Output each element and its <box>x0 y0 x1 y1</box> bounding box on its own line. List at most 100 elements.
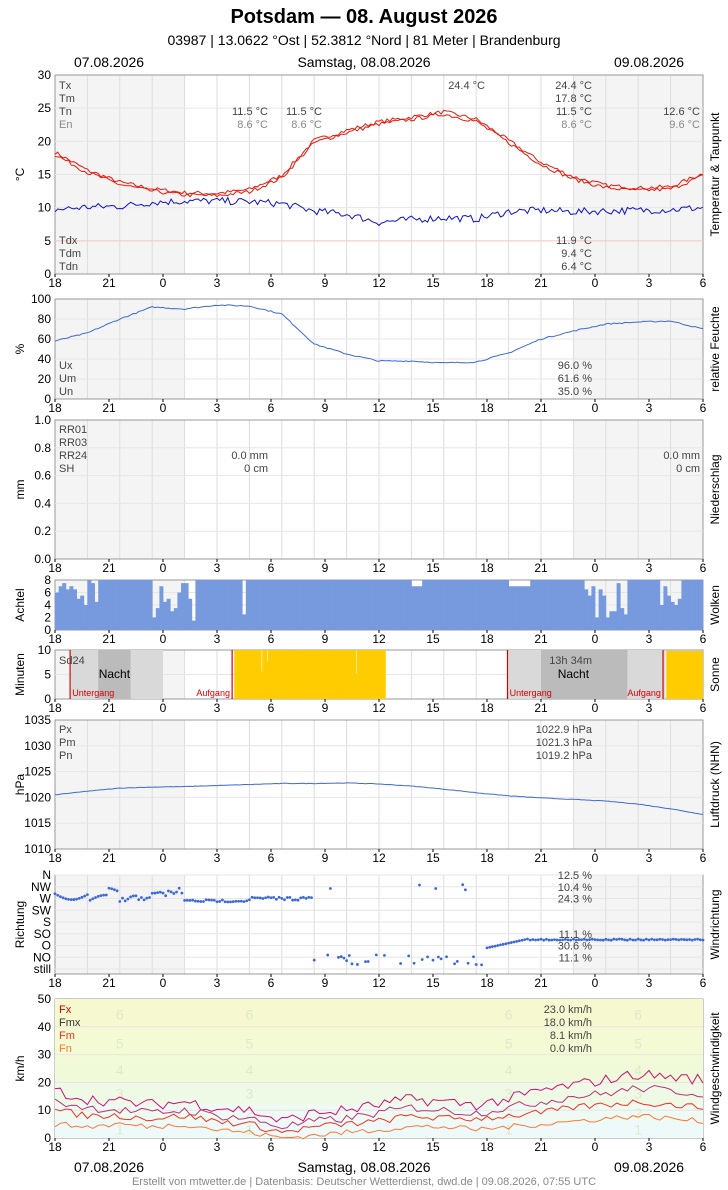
winddir-point <box>156 891 160 894</box>
cloud-bar <box>217 580 221 630</box>
winddir-point <box>199 900 203 903</box>
sun-bar <box>342 650 344 699</box>
humidity-x-tick: 18 <box>48 401 62 415</box>
winddir-point <box>420 958 424 961</box>
dew-legend-tdn: Tdn <box>59 261 78 273</box>
clouds-x-tick: 15 <box>426 632 440 646</box>
winddir-point <box>145 896 149 900</box>
winddir-point <box>563 937 567 941</box>
sun-bar <box>305 650 307 699</box>
winddir-point <box>455 959 459 963</box>
dew-legend-tdm: Tdm <box>59 248 81 260</box>
cloud-bar <box>656 580 661 630</box>
winddir-point <box>272 895 276 899</box>
winddir-point <box>698 938 702 942</box>
cloud-bar <box>80 595 85 630</box>
winddir-point <box>431 958 435 962</box>
sun-bar <box>334 650 336 699</box>
winddir-point <box>496 944 500 947</box>
winddir-point <box>374 953 378 957</box>
day2-tx-value: 24.4 °C <box>555 80 592 92</box>
cloud-bar <box>645 580 650 630</box>
sun-bar <box>244 650 246 699</box>
temperature-y-tick: 30 <box>38 68 52 82</box>
wind_speed-y-tick: 40 <box>38 1020 52 1034</box>
sun-bar <box>310 650 312 699</box>
winddir-point <box>631 938 635 942</box>
sun-x-tick: 3 <box>646 701 653 715</box>
beaufort-label: 2 <box>246 1105 254 1121</box>
cloud-bar <box>188 598 193 630</box>
winddir-point <box>515 939 519 943</box>
winddir-point <box>669 938 672 942</box>
pressure-x-tick: 3 <box>646 851 653 865</box>
beaufort-label: 1 <box>116 1122 124 1138</box>
humidity-x-tick: 3 <box>646 401 653 415</box>
humidity-y-tick: 40 <box>38 352 52 366</box>
wind_speed-y-tick: 0 <box>44 1131 51 1145</box>
winddir-point <box>345 959 348 963</box>
temperature-y-tick: 15 <box>38 168 52 182</box>
night-core-1 <box>98 650 131 699</box>
winddir-point <box>590 937 594 941</box>
winddir-point <box>275 897 278 901</box>
cloud-bar <box>191 620 196 630</box>
cloud-bar <box>206 580 211 630</box>
cloud-bar <box>609 611 614 630</box>
sun-bar <box>259 650 261 699</box>
sun-x-tick: 6 <box>700 701 707 715</box>
cloud-bar <box>631 580 635 630</box>
winddir-point <box>140 896 143 899</box>
cloud-bar <box>368 580 373 630</box>
winddir-point <box>671 937 675 941</box>
sun-bar <box>270 650 272 699</box>
winddir-point <box>682 938 686 941</box>
winddir-point <box>185 898 189 902</box>
night-label-2: Nacht <box>558 667 590 681</box>
clouds-y-tick: 2 <box>44 611 51 625</box>
winddir-tick-still: still <box>34 962 51 976</box>
winddir-point <box>504 942 508 946</box>
sun-bar <box>355 673 357 699</box>
day1-sh-value: 0 cm <box>244 463 268 475</box>
sun-bar <box>332 650 334 699</box>
cloud-bar <box>141 580 146 630</box>
cloud-bar <box>533 580 538 630</box>
sun-bar <box>292 650 294 699</box>
cloud-bar <box>479 580 484 630</box>
precipitation-panel: 18 21 0 3 6 9 12 15 18 21 0 3 6 mm Niederschlag 0.0 0.2 0… <box>13 413 722 575</box>
wind_direction-x-tick: 0 <box>592 976 599 990</box>
winddir-point <box>356 963 359 966</box>
winddir-point <box>172 892 176 895</box>
sun-bar <box>256 650 258 699</box>
winddir-point <box>561 938 564 942</box>
sun-bar <box>243 650 245 699</box>
winddir-point <box>223 900 227 904</box>
sun-bar <box>272 650 274 699</box>
sun-bar <box>371 650 373 699</box>
beaufort-label: 3 <box>634 1086 642 1102</box>
sun-bar <box>324 650 326 699</box>
precipitation-side-label: Niederschlag <box>708 454 722 524</box>
pressure-pn-value: 1019.2 hPa <box>536 750 593 762</box>
wind-line-fm <box>54 1099 704 1133</box>
sun-x-tick: 9 <box>322 701 329 715</box>
winddir-point <box>99 894 103 897</box>
cloud-bar <box>490 580 495 630</box>
cloud-bar <box>98 580 103 630</box>
sun-bar <box>364 650 366 699</box>
cloud-bar <box>544 580 549 630</box>
wind_speed-x-tick: 3 <box>646 1140 653 1154</box>
wind_speed-x-tick: 18 <box>480 1140 494 1154</box>
winddir-point <box>61 896 65 900</box>
winddir-point <box>237 899 241 903</box>
winddir-point <box>545 937 548 941</box>
sun-bar <box>384 650 386 699</box>
winddir-tick-w: W <box>40 892 52 906</box>
winddir-point <box>191 898 195 902</box>
winddir-point <box>296 898 300 902</box>
winddir-point <box>566 938 570 942</box>
winddir-point <box>663 938 667 942</box>
cloud-bar <box>278 580 283 630</box>
cloud-bar <box>181 583 185 630</box>
